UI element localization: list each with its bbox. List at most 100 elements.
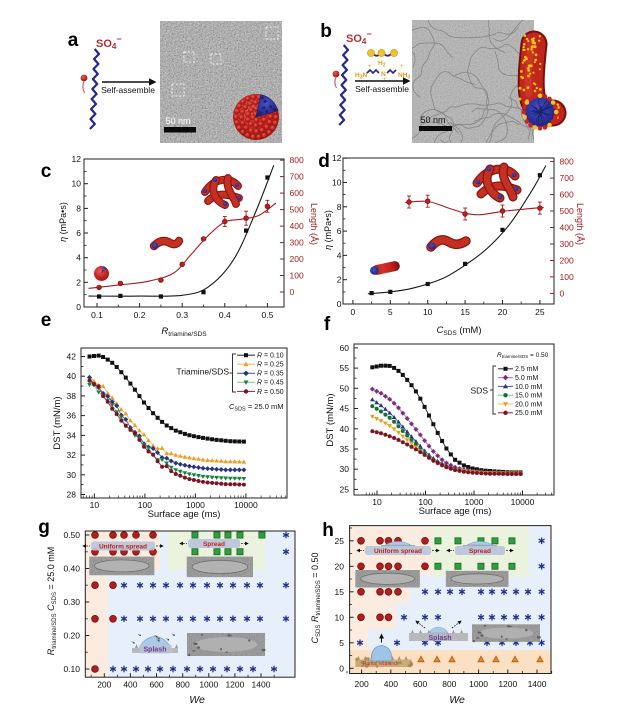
svg-text:0.50: 0.50 [63,530,80,540]
svg-text:2.5 mM: 2.5 mM [515,366,539,373]
svg-text:h: h [322,520,334,541]
svg-text:1400: 1400 [528,679,547,689]
svg-text:25: 25 [335,536,345,546]
svg-text:25: 25 [535,307,545,317]
svg-text:+: + [383,77,387,83]
svg-text:50: 50 [340,383,350,393]
svg-text:We: We [189,694,205,706]
svg-text:1400: 1400 [252,680,271,690]
svg-text:10000: 10000 [234,500,258,510]
svg-text:400: 400 [384,679,398,689]
svg-text:R = 0.35: R = 0.35 [257,371,284,378]
svg-text:0.1: 0.1 [91,310,103,320]
svg-text:800: 800 [560,157,574,167]
svg-text:200: 200 [290,254,304,264]
svg-text:5: 5 [388,307,393,317]
svg-text:R = 0.25: R = 0.25 [257,362,284,369]
svg-text:Splash: Splash [144,647,167,654]
svg-text:10: 10 [72,179,82,189]
svg-text:Spread: Spread [203,541,225,548]
svg-text:η (mPa•s): η (mPa•s) [58,202,68,242]
svg-text:400: 400 [123,680,137,690]
svg-text:1200: 1200 [225,680,244,690]
svg-text:8: 8 [76,203,81,213]
svg-text:Self-assemble: Self-assemble [101,85,155,95]
svg-text:200: 200 [560,255,574,265]
svg-text:Self-assemble: Self-assemble [355,84,409,94]
svg-text:15: 15 [335,587,345,597]
svg-text:0: 0 [351,307,356,317]
svg-text:6: 6 [337,226,342,236]
svg-text:Uniform spread: Uniform spread [374,548,422,555]
svg-text:0.30: 0.30 [63,597,80,607]
svg-text:55: 55 [340,363,350,373]
svg-text:40: 40 [340,424,350,434]
svg-text:2: 2 [337,275,342,285]
svg-text:Length (Å): Length (Å) [575,203,585,245]
svg-text:4: 4 [337,250,342,260]
svg-text:Length (Å): Length (Å) [309,203,319,245]
svg-text:15.0 mM: 15.0 mM [515,393,542,400]
svg-text:20.0 mM: 20.0 mM [515,401,542,408]
svg-text:4: 4 [76,253,81,263]
svg-text:42: 42 [67,352,77,362]
svg-text:28: 28 [67,490,77,500]
svg-text:45: 45 [340,404,350,414]
svg-text:0: 0 [560,288,565,298]
svg-text:0: 0 [337,299,342,309]
svg-text:20: 20 [498,307,508,317]
svg-text:600: 600 [560,190,574,200]
svg-text:30: 30 [340,464,350,474]
svg-text:400: 400 [560,223,574,233]
svg-text:1000: 1000 [199,680,218,690]
svg-text:500: 500 [290,205,304,215]
svg-text:50 nm: 50 nm [420,115,445,125]
svg-text:10: 10 [90,500,100,510]
svg-text:40: 40 [67,371,77,381]
svg-text:300: 300 [560,239,574,249]
svg-text:800: 800 [290,155,304,165]
svg-text:Spread: Spread [469,548,491,555]
svg-text:35: 35 [340,444,350,454]
svg-text:g: g [38,517,50,538]
svg-text:e: e [41,310,52,331]
svg-text:R = 0.45: R = 0.45 [257,380,284,387]
svg-text:700: 700 [560,173,574,183]
svg-text:32: 32 [67,450,77,460]
svg-text:0.20: 0.20 [63,631,80,641]
svg-text:0: 0 [76,302,81,312]
svg-text:Triamine/SDS: Triamine/SDS [176,367,229,377]
svg-text:c: c [41,161,52,182]
svg-text:R = 0.50: R = 0.50 [257,389,284,396]
svg-text:1200: 1200 [498,679,517,689]
svg-text:10: 10 [332,178,342,188]
svg-text:0.4: 0.4 [219,310,231,320]
svg-text:20: 20 [335,561,345,571]
svg-text:50 nm: 50 nm [165,116,190,126]
svg-text:b: b [320,21,332,42]
svg-text:100: 100 [560,272,574,282]
svg-text:5.0 mM: 5.0 mM [515,375,539,382]
svg-text:Uniform spread: Uniform spread [99,543,147,550]
svg-text:500: 500 [560,206,574,216]
svg-text:2: 2 [76,277,81,287]
svg-text:8: 8 [337,202,342,212]
svg-text:+: + [400,64,404,70]
svg-text:1000: 1000 [469,679,488,689]
svg-text:5: 5 [339,638,344,648]
svg-text:100: 100 [290,271,304,281]
svg-text:600: 600 [149,680,163,690]
svg-text:10: 10 [423,307,433,317]
svg-text:Splash: Splash [429,635,452,642]
svg-text:Partial rebound: Partial rebound [363,661,397,667]
svg-text:400: 400 [290,221,304,231]
svg-text:6: 6 [76,228,81,238]
svg-text:SDS: SDS [471,386,489,396]
svg-text:We: We [449,694,465,706]
svg-text:10: 10 [372,497,382,507]
svg-text:25: 25 [340,484,350,494]
svg-text:0.5: 0.5 [261,310,273,320]
svg-text:0.3: 0.3 [176,310,188,320]
svg-text:d: d [318,151,330,172]
svg-text:200: 200 [355,679,369,689]
